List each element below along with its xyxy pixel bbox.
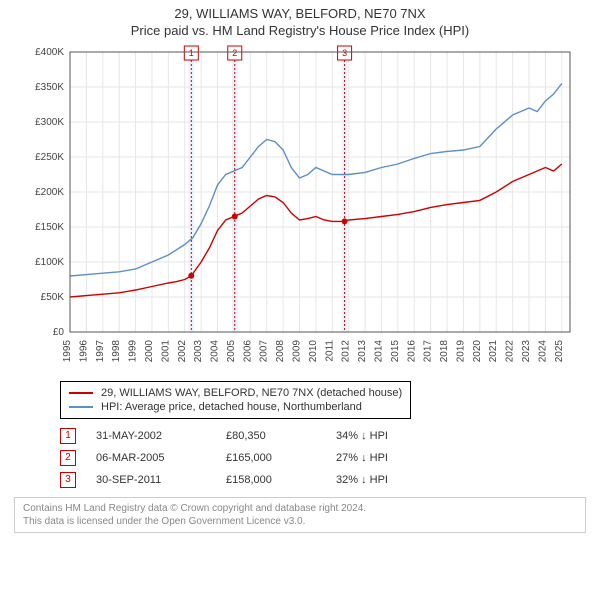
price-chart-svg: £0 £50K £100K £150K £200K £250K £300K £350K £400… — [20, 42, 580, 372]
svg-text:2017: 2017 — [423, 340, 434, 363]
svg-text:2005: 2005 — [226, 340, 237, 363]
svg-text:2021: 2021 — [488, 340, 499, 363]
svg-text:2010: 2010 — [308, 340, 319, 363]
legend-label-price: 29, WILLIAMS WAY, BELFORD, NE70 7NX (det… — [101, 387, 402, 399]
svg-text:2: 2 — [232, 48, 237, 58]
event-price: £165,000 — [226, 452, 316, 464]
svg-text:2019: 2019 — [455, 340, 466, 363]
svg-text:2007: 2007 — [259, 340, 270, 363]
events-table: 1 31-MAY-2002 £80,350 34% ↓ HPI 2 06-MAR… — [60, 425, 580, 491]
svg-text:1998: 1998 — [111, 340, 122, 363]
chart-area: £0 £50K £100K £150K £200K £250K £300K £350K £400… — [20, 42, 580, 377]
svg-text:2020: 2020 — [472, 340, 483, 363]
svg-text:2013: 2013 — [357, 340, 368, 363]
event-marker-1: 1 — [60, 428, 76, 444]
svg-text:2014: 2014 — [373, 340, 384, 363]
event-row: 3 30-SEP-2011 £158,000 32% ↓ HPI — [60, 469, 580, 491]
title-subtitle: Price paid vs. HM Land Registry's House … — [0, 21, 600, 42]
svg-text:2023: 2023 — [521, 340, 532, 363]
svg-text:2011: 2011 — [324, 340, 335, 362]
legend-swatch-hpi — [69, 406, 93, 408]
legend-row: 29, WILLIAMS WAY, BELFORD, NE70 7NX (det… — [69, 386, 402, 400]
svg-text:2022: 2022 — [505, 340, 516, 363]
legend-swatch-price — [69, 392, 93, 394]
svg-text:2016: 2016 — [406, 340, 417, 363]
svg-text:2008: 2008 — [275, 340, 286, 363]
svg-text:1997: 1997 — [95, 340, 106, 363]
footer-line2: This data is licensed under the Open Gov… — [23, 515, 577, 528]
svg-text:£300K: £300K — [35, 117, 64, 128]
legend-label-hpi: HPI: Average price, detached house, Nort… — [101, 401, 362, 413]
svg-text:2024: 2024 — [537, 340, 548, 363]
svg-text:1995: 1995 — [62, 340, 73, 363]
svg-text:2025: 2025 — [554, 340, 565, 363]
svg-text:2006: 2006 — [242, 340, 253, 363]
svg-text:£250K: £250K — [35, 152, 64, 163]
event-row: 1 31-MAY-2002 £80,350 34% ↓ HPI — [60, 425, 580, 447]
event-hpi: 27% ↓ HPI — [336, 452, 436, 464]
svg-text:1: 1 — [189, 48, 194, 58]
event-row: 2 06-MAR-2005 £165,000 27% ↓ HPI — [60, 447, 580, 469]
svg-text:£350K: £350K — [35, 82, 64, 93]
svg-text:£200K: £200K — [35, 187, 64, 198]
chart-container: 29, WILLIAMS WAY, BELFORD, NE70 7NX Pric… — [0, 0, 600, 590]
svg-text:£150K: £150K — [35, 222, 64, 233]
svg-text:2009: 2009 — [292, 340, 303, 363]
title-address: 29, WILLIAMS WAY, BELFORD, NE70 7NX — [0, 0, 600, 21]
event-date: 31-MAY-2002 — [96, 430, 206, 442]
event-date: 06-MAR-2005 — [96, 452, 206, 464]
svg-text:2018: 2018 — [439, 340, 450, 363]
svg-text:2000: 2000 — [144, 340, 155, 363]
svg-text:1996: 1996 — [78, 340, 89, 363]
svg-text:1999: 1999 — [128, 340, 139, 363]
event-marker-3: 3 — [60, 472, 76, 488]
event-price: £158,000 — [226, 474, 316, 486]
svg-text:2003: 2003 — [193, 340, 204, 363]
svg-text:£50K: £50K — [41, 292, 65, 303]
svg-text:2002: 2002 — [177, 340, 188, 363]
event-date: 30-SEP-2011 — [96, 474, 206, 486]
svg-text:2001: 2001 — [160, 340, 171, 363]
footer-line1: Contains HM Land Registry data © Crown c… — [23, 502, 577, 515]
svg-text:2012: 2012 — [341, 340, 352, 363]
event-hpi: 32% ↓ HPI — [336, 474, 436, 486]
event-marker-2: 2 — [60, 450, 76, 466]
attribution-footer: Contains HM Land Registry data © Crown c… — [14, 497, 586, 533]
svg-text:2015: 2015 — [390, 340, 401, 363]
legend-row: HPI: Average price, detached house, Nort… — [69, 400, 402, 414]
svg-text:2004: 2004 — [210, 340, 221, 363]
svg-text:£0: £0 — [53, 327, 65, 338]
event-price: £80,350 — [226, 430, 316, 442]
svg-text:£400K: £400K — [35, 47, 64, 58]
event-hpi: 34% ↓ HPI — [336, 430, 436, 442]
svg-text:£100K: £100K — [35, 257, 64, 268]
svg-text:3: 3 — [342, 48, 347, 58]
legend: 29, WILLIAMS WAY, BELFORD, NE70 7NX (det… — [60, 381, 411, 419]
